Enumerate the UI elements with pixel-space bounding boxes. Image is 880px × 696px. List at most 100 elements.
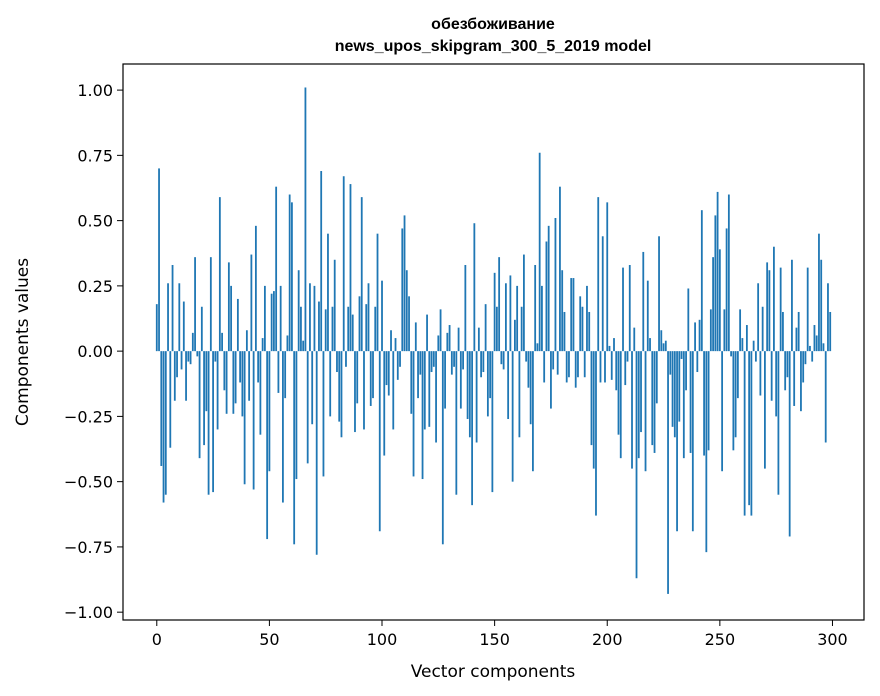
bar-156 <box>507 351 510 420</box>
bar-163 <box>523 254 525 352</box>
bar-13 <box>185 351 187 401</box>
bar-272 <box>768 270 771 352</box>
bar-92 <box>363 351 365 430</box>
bar-191 <box>586 285 588 352</box>
bar-11 <box>180 351 183 370</box>
bar-189 <box>581 306 584 352</box>
bar-268 <box>759 351 762 396</box>
bar-68 <box>309 283 311 352</box>
bar-203 <box>613 338 615 352</box>
bar-44 <box>254 225 257 352</box>
bar-168 <box>534 265 537 352</box>
bar-27 <box>216 351 219 430</box>
bar-115 <box>414 322 417 352</box>
bar-34 <box>232 351 235 414</box>
bar-231 <box>676 351 678 532</box>
bar-212 <box>633 327 636 352</box>
bar-51 <box>270 293 273 352</box>
bar-131 <box>450 351 453 375</box>
bar-94 <box>367 283 370 352</box>
bar-193 <box>590 351 593 446</box>
y-tick-label: 0.75 <box>77 146 113 165</box>
bar-29 <box>221 332 223 352</box>
bar-271 <box>766 262 769 352</box>
bar-292 <box>813 325 816 352</box>
y-axis-label: Components values <box>13 258 33 426</box>
bar-47 <box>261 338 264 352</box>
bar-207 <box>622 267 624 352</box>
bar-14 <box>187 351 190 362</box>
bar-182 <box>565 351 568 383</box>
bar-273 <box>770 351 773 401</box>
y-tick-label: 0.50 <box>77 212 113 231</box>
bar-135 <box>459 351 462 409</box>
bar-59 <box>288 194 291 352</box>
bar-26 <box>214 351 217 362</box>
bar-237 <box>689 351 692 453</box>
x-tick-label: 0 <box>152 630 162 649</box>
x-tick-label: 200 <box>592 630 623 649</box>
bar-190 <box>583 351 586 378</box>
bar-107 <box>396 351 399 380</box>
bar-129 <box>446 332 449 352</box>
bar-124 <box>435 351 437 443</box>
bar-213 <box>635 351 638 579</box>
bar-126 <box>439 309 442 352</box>
bar-134 <box>457 327 460 352</box>
bar-185 <box>572 278 575 352</box>
bar-233 <box>680 351 683 359</box>
bar-197 <box>599 351 602 383</box>
bar-98 <box>376 233 379 352</box>
bar-99 <box>378 351 381 532</box>
bar-171 <box>541 285 543 352</box>
bar-291 <box>811 351 814 362</box>
bar-200 <box>606 202 609 352</box>
bar-261 <box>743 351 746 516</box>
bar-277 <box>779 267 782 352</box>
bar-76 <box>327 233 329 352</box>
bar-199 <box>604 351 606 383</box>
bar-43 <box>252 351 255 490</box>
bar-64 <box>300 306 302 352</box>
bar-158 <box>511 351 514 482</box>
bar-251 <box>721 351 724 472</box>
chart-subtitle: news_upos_skipgram_300_5_2019 model <box>335 38 652 55</box>
bar-263 <box>748 351 751 506</box>
bar-20 <box>200 306 203 352</box>
bar-95 <box>369 351 372 406</box>
bar-31 <box>225 351 228 414</box>
bar-255 <box>730 351 733 357</box>
bar-211 <box>631 351 633 469</box>
bar-121 <box>428 351 431 427</box>
bar-87 <box>351 314 354 352</box>
bar-194 <box>592 351 595 469</box>
bar-120 <box>426 314 428 352</box>
bar-279 <box>784 351 787 391</box>
bar-55 <box>279 285 282 352</box>
bar-72 <box>318 301 320 352</box>
bar-167 <box>532 351 534 472</box>
x-tick-label: 150 <box>479 630 510 649</box>
plot-frame <box>122 63 865 621</box>
bar-102 <box>385 351 388 386</box>
bar-166 <box>529 351 532 425</box>
bar-295 <box>820 259 823 352</box>
bar-221 <box>653 351 656 453</box>
bar-236 <box>687 288 690 352</box>
bar-23 <box>207 351 210 495</box>
bar-222 <box>655 351 658 404</box>
bar-3 <box>162 351 165 503</box>
bar-209 <box>626 351 629 362</box>
bar-21 <box>203 351 205 446</box>
bar-243 <box>703 351 705 456</box>
bar-48 <box>263 285 266 352</box>
bar-28 <box>218 197 221 352</box>
bar-128 <box>444 351 446 409</box>
bar-70 <box>313 285 316 352</box>
bar-89 <box>356 351 359 404</box>
bar-108 <box>399 351 401 367</box>
bar-252 <box>723 309 726 352</box>
x-axis-ticks: 0 50 100 150 200 250 300 <box>152 620 848 649</box>
bar-226 <box>664 340 667 352</box>
bar-289 <box>806 267 809 352</box>
